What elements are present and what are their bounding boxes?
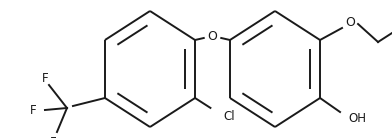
Text: Cl: Cl xyxy=(223,109,235,123)
Text: F: F xyxy=(42,71,48,84)
Text: OH: OH xyxy=(348,112,366,124)
Text: O: O xyxy=(345,17,355,30)
Text: F: F xyxy=(50,136,56,138)
Text: F: F xyxy=(30,104,36,116)
Text: O: O xyxy=(207,30,218,43)
